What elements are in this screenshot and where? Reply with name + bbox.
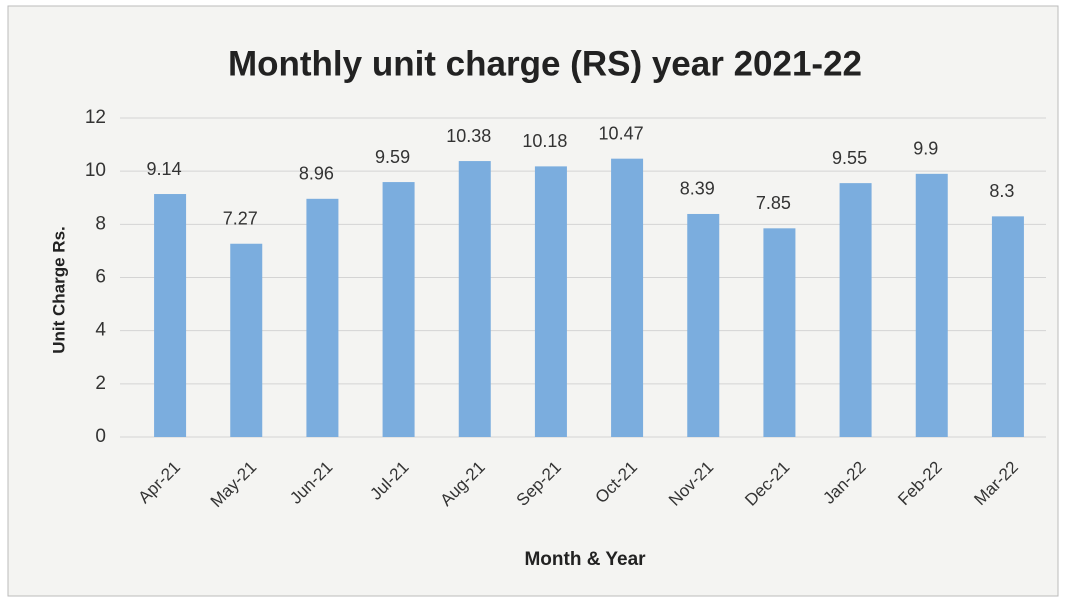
chart-title: Monthly unit charge (RS) year 2021-22 [228,44,862,83]
y-axis-title: Unit Charge Rs. [49,226,68,354]
bar [230,243,263,437]
data-label: 9.9 [913,139,938,159]
data-label: 9.14 [147,159,182,179]
bar [915,173,948,437]
y-tick-label: 2 [95,373,106,394]
bar [991,216,1024,437]
bar [306,198,339,437]
x-axis-title: Month & Year [524,549,646,570]
data-label: 10.18 [522,131,567,151]
y-tick-label: 10 [85,160,106,181]
y-tick-label: 6 [95,267,106,288]
bar [611,158,644,438]
y-tick-label: 12 [85,107,106,128]
bar [154,194,187,437]
data-label: 10.47 [599,123,644,143]
data-label: 7.85 [756,193,791,213]
bar [839,183,872,437]
y-tick-label: 0 [95,426,106,447]
bar [687,213,720,437]
bar [763,228,796,437]
bar [534,166,567,438]
data-label: 8.96 [299,164,334,184]
y-tick-label: 4 [95,320,106,341]
data-label: 9.59 [375,147,410,167]
data-label: 8.3 [989,181,1014,201]
y-tick-label: 8 [95,213,106,234]
bar [458,161,491,437]
data-label: 8.39 [680,179,715,199]
bar [382,182,415,437]
data-label: 10.38 [446,126,491,146]
data-label: 7.27 [223,208,258,228]
data-label: 9.55 [832,148,867,168]
